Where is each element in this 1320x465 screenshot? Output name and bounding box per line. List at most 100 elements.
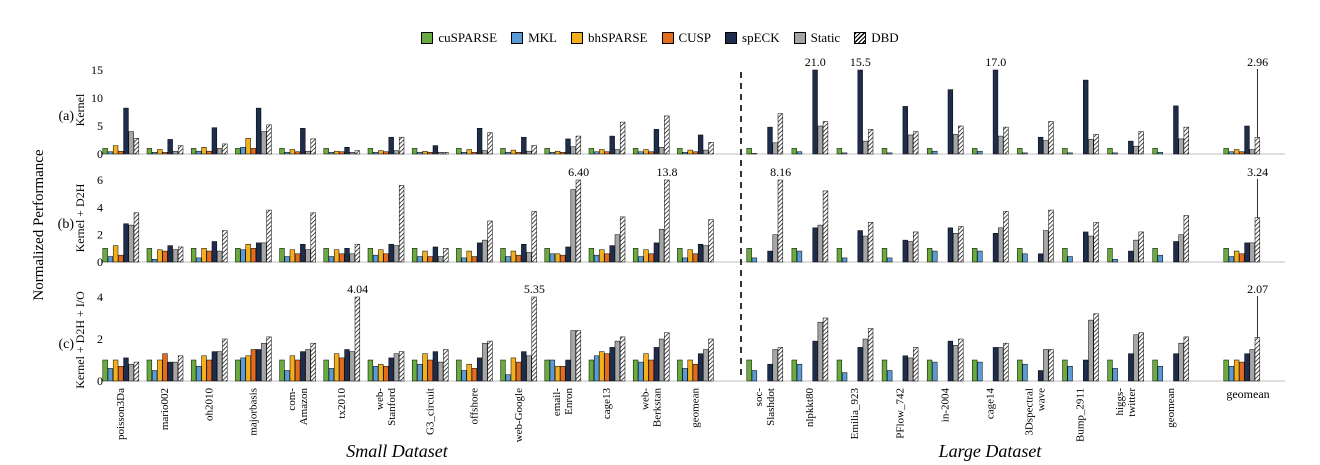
bar [902,106,908,155]
bar [388,357,394,382]
y-tick-label: 10 [91,91,103,105]
bar [118,366,124,382]
bar [172,249,179,263]
bar [992,69,999,155]
bar [746,248,752,263]
bar [167,139,173,155]
bar [619,336,626,382]
bar [881,248,888,263]
bar [323,359,329,382]
bar [1133,145,1139,155]
bar [648,253,654,263]
bar [167,245,173,263]
bar [190,359,197,382]
bar [703,245,709,263]
bar [235,359,241,382]
bar [554,253,561,263]
bar [190,248,197,263]
bar [235,148,241,155]
y-tick-label: 2 [97,332,103,346]
bar [1048,121,1054,155]
legend-swatch [571,32,583,44]
x-tick-label-line: com- [286,388,298,411]
bar [151,370,158,382]
bar [266,209,272,263]
bar [777,113,784,155]
bar [466,250,472,263]
bar [456,359,462,382]
bar [857,230,863,263]
data-label: 21.0 [805,55,826,69]
bar [531,296,537,382]
bar [393,353,400,382]
legend-label: bhSPARSE [588,30,648,45]
bar [422,353,428,382]
y-tick-label: 0 [97,255,103,269]
bar [972,248,978,263]
bar [643,353,649,382]
bar [1223,248,1229,263]
bar [1223,148,1229,155]
bar [697,134,704,155]
bar [123,223,129,263]
legend-item: spECK [725,30,780,46]
bar [687,249,693,263]
y-tick-label: 0 [97,374,103,388]
legend-label: CUSP [678,30,712,45]
x-tick-label: G3_circuit [424,388,436,435]
bar [339,253,345,263]
x-tick-label-line: Berkstan [651,388,663,428]
bar [372,254,379,263]
bar [1088,235,1094,263]
bar [427,256,433,263]
bar [653,347,660,382]
bar [588,248,595,263]
bar [482,150,488,155]
y-tick-label: 5 [97,119,103,133]
bar [1093,313,1099,382]
bar [211,241,218,263]
y-tick-label: 4 [97,200,103,214]
bar [367,248,374,263]
group-label-large: Large Dataset [938,441,1043,461]
bar [398,136,405,155]
x-tick-label: poisson3Da [115,388,127,440]
bar [102,359,108,382]
bar [255,349,262,382]
bar [1022,152,1028,155]
bar [222,338,228,382]
bar [476,357,483,382]
bar [162,250,168,263]
bar [510,357,517,382]
bar [593,355,600,382]
bar [902,239,908,263]
bar [554,366,561,382]
legend-label: Static [810,30,841,45]
bar [648,359,654,382]
data-label: 17.0 [985,55,1006,69]
legend-item: DBD [854,30,899,46]
bar [692,363,699,382]
bar [398,185,405,263]
bar [554,150,561,155]
bar [664,332,670,382]
bar [339,151,345,155]
bar [157,359,163,382]
bar [294,253,301,263]
bar [746,148,752,155]
bar [687,359,693,382]
bar [476,242,483,263]
bar [245,243,251,263]
bar [427,359,433,382]
bar [998,135,1004,155]
panel-id: (a) [58,109,74,124]
bar [947,340,954,382]
bar [201,355,207,382]
x-tick-label-line: higgs- [1114,388,1126,416]
bar [526,150,532,155]
bar [461,370,467,382]
bar [422,150,428,155]
bar [461,152,467,155]
bar [422,250,428,263]
bar [266,124,272,155]
